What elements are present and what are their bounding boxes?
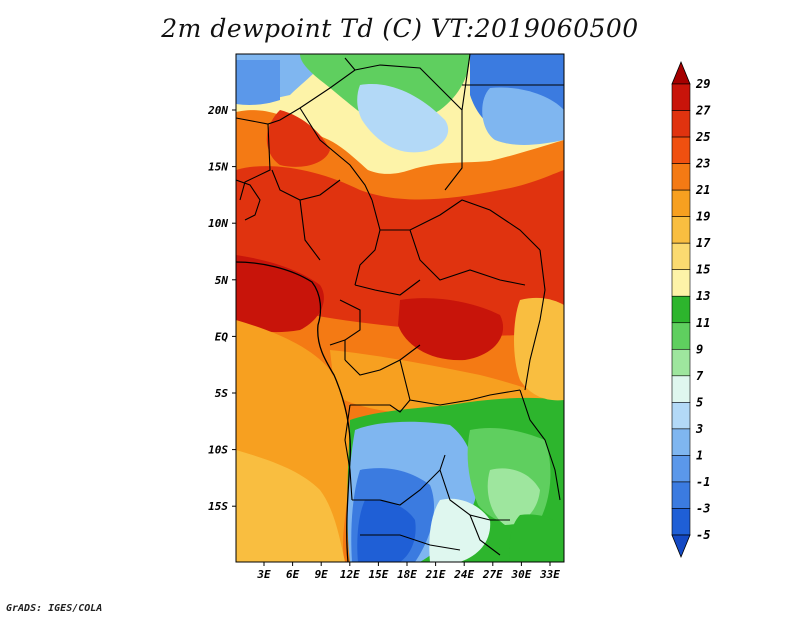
colorbar-label: 13 (696, 289, 710, 303)
colorbar-label: 17 (696, 236, 711, 250)
map-frame (235, 53, 565, 563)
lon-label: 24E (453, 568, 474, 581)
colorbar-segment (671, 295, 691, 324)
lat-label: 20N (207, 104, 228, 117)
lat-label: 10S (208, 444, 228, 457)
colorbar-label: 23 (695, 157, 710, 171)
colorbar-segment (671, 269, 691, 297)
chart-title: 2m dewpoint Td (C) VT:2019060500 (161, 14, 639, 43)
colorbar-segment (671, 163, 691, 191)
lon-label: 21E (425, 568, 446, 581)
lon-label: 12E (340, 568, 360, 581)
lon-label: 15E (368, 568, 388, 581)
colorbar-segment (671, 481, 691, 509)
colorbar-segment (671, 216, 691, 244)
dewpoint-field (236, 54, 564, 562)
colorbar-label: 29 (695, 77, 710, 91)
colorbar-segment (671, 110, 691, 138)
latitude-axis: 20N 15N 10N 5N EQ 5S 10S 15S (207, 104, 236, 513)
colorbar-segment (671, 189, 691, 217)
colorbar-label: 25 (695, 130, 710, 144)
lon-label: 27E (482, 568, 503, 581)
colorbar-label: -5 (696, 528, 710, 542)
colorbar: 29 27 25 23 21 19 17 15 13 11 9 7 5 3 1 -1 -3 -5 (671, 60, 711, 559)
country-borders (236, 54, 564, 556)
lon-label: 30E (510, 568, 531, 581)
colorbar-label: 1 (696, 448, 703, 462)
lat-label: 15N (208, 161, 228, 174)
lon-label: 18E (397, 568, 417, 581)
colorbar-label: 11 (696, 316, 710, 330)
colorbar-segment (671, 348, 691, 377)
colorbar-label: 3 (695, 422, 703, 436)
colorbar-label: 15 (696, 263, 710, 277)
lon-label: 6E (286, 568, 300, 581)
longitude-axis: 3E 6E 9E 12E 15E 18E 21E 24E 27E 30E 33E (256, 562, 560, 581)
colorbar-segment (671, 375, 691, 403)
colorbar-segment (671, 508, 691, 536)
colorbar-segment (671, 322, 691, 350)
colorbar-segment (671, 402, 691, 430)
colorbar-bottom-arrow (671, 534, 691, 559)
colorbar-label: 5 (696, 395, 703, 409)
lat-label: EQ (215, 330, 229, 343)
colorbar-label: -3 (696, 501, 710, 515)
coastline (236, 261, 351, 562)
colorbar-label: 27 (695, 104, 711, 118)
colorbar-label: 19 (696, 210, 710, 224)
lat-label: 5S (215, 387, 229, 400)
colorbar-segment (671, 242, 691, 271)
lon-label: 9E (315, 568, 329, 581)
lat-label: 5N (215, 274, 229, 287)
colorbar-label: 9 (696, 342, 703, 356)
lat-label: 10N (208, 217, 228, 230)
lon-label: 3E (256, 568, 271, 581)
colorbar-segment (671, 428, 691, 456)
colorbar-label: 21 (695, 183, 710, 197)
grads-credit: GrADS: IGES/COLA (6, 603, 103, 614)
colorbar-segment (671, 455, 691, 483)
lat-label: 15S (208, 500, 228, 513)
colorbar-segment (671, 83, 691, 111)
lon-label: 33E (539, 568, 560, 581)
colorbar-label: 7 (696, 369, 704, 383)
colorbar-segment (671, 136, 691, 164)
colorbar-top-arrow (671, 60, 691, 85)
colorbar-label: -1 (696, 475, 710, 489)
